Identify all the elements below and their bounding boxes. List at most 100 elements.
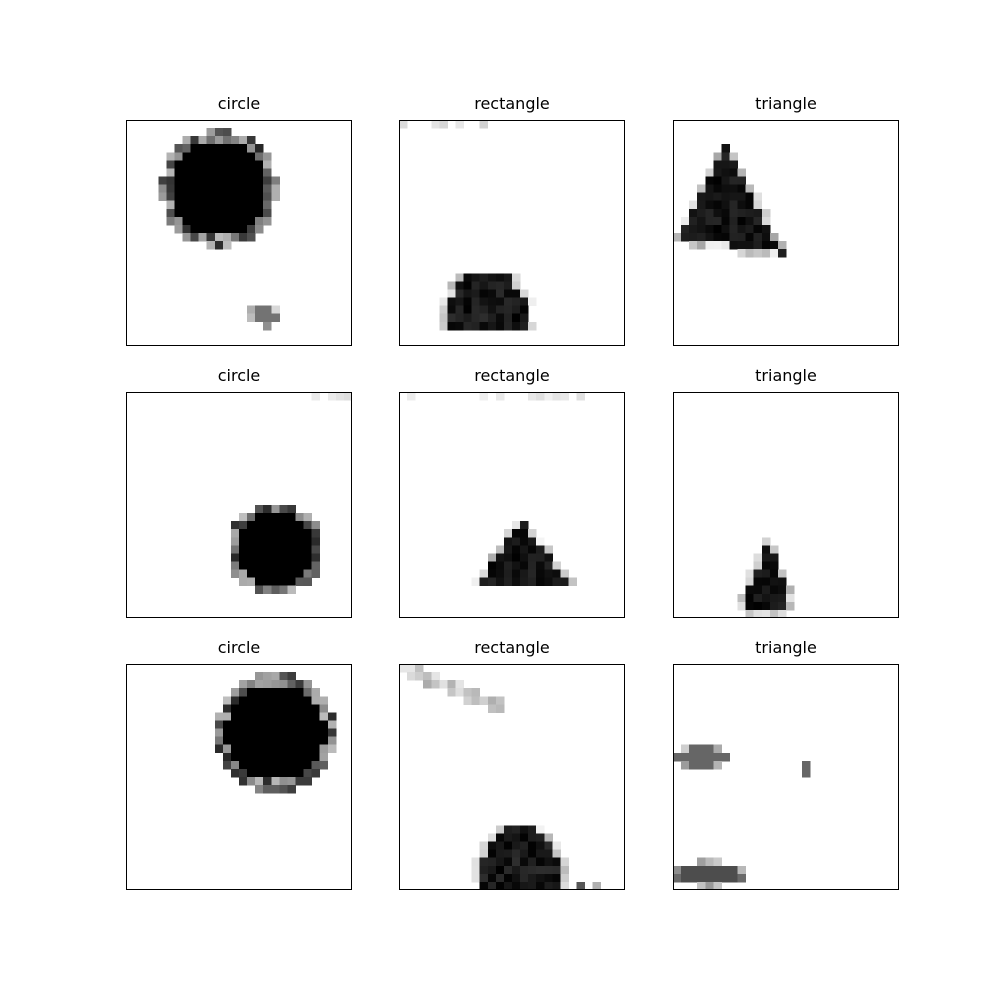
image-pixel xyxy=(512,833,521,842)
image-pixel xyxy=(753,249,763,258)
image-pixel xyxy=(271,577,280,587)
image-pixel xyxy=(544,849,553,859)
image-pixel xyxy=(198,208,208,218)
image-pixel xyxy=(777,609,787,618)
image-pixel xyxy=(230,712,240,721)
image-pixel xyxy=(247,577,256,587)
image-pixel xyxy=(287,529,296,538)
image-pixel xyxy=(230,529,240,538)
image-pixel xyxy=(729,176,738,185)
image-pixel xyxy=(528,297,537,307)
image-pixel xyxy=(439,680,448,689)
image-pixel xyxy=(311,768,321,778)
image-pixel xyxy=(431,672,440,681)
image-pixel xyxy=(697,760,706,770)
image-pixel xyxy=(287,672,296,681)
image-pixel xyxy=(407,672,416,681)
image-pixel xyxy=(713,233,722,242)
image-pixel xyxy=(753,192,763,202)
image-pixel xyxy=(295,521,304,530)
image-pixel xyxy=(263,728,272,738)
image-pixel xyxy=(295,577,304,587)
image-pixel xyxy=(303,553,313,562)
image-pixel xyxy=(319,744,329,754)
image-pixel xyxy=(503,529,513,538)
image-pixel xyxy=(479,841,489,851)
image-pixel xyxy=(182,184,191,194)
image-pixel xyxy=(786,601,795,611)
image-pixel xyxy=(689,208,698,218)
image-pixel xyxy=(745,569,755,579)
image-pixel xyxy=(263,313,272,323)
image-pixel xyxy=(206,152,216,161)
image-panel: circle xyxy=(126,638,352,890)
image-pixel xyxy=(295,752,304,762)
image-pixel xyxy=(279,752,288,762)
image-pixel xyxy=(439,120,448,129)
image-pixel xyxy=(255,561,264,570)
image-pixel xyxy=(182,224,191,234)
image-pixel xyxy=(255,720,264,729)
image-plot xyxy=(673,120,899,346)
image-pixel xyxy=(263,569,272,579)
image-pixel xyxy=(255,728,264,738)
image-pixel xyxy=(166,200,175,210)
image-pixel xyxy=(174,152,183,161)
image-pixel xyxy=(536,873,545,883)
image-pixel xyxy=(190,168,200,177)
image-pixel xyxy=(206,168,216,177)
image-pixel xyxy=(769,585,779,595)
image-pixel xyxy=(697,192,706,202)
image-pixel xyxy=(761,545,771,554)
image-pixel xyxy=(512,825,521,834)
image-pixel xyxy=(761,561,771,570)
image-pixel xyxy=(214,200,224,210)
image-pixel xyxy=(166,176,175,185)
image-pixel xyxy=(190,176,200,185)
image-pixel xyxy=(753,200,763,210)
image-pixel xyxy=(198,200,208,210)
image-pixel xyxy=(689,233,698,242)
image-pixel xyxy=(399,664,408,673)
image-pixel xyxy=(198,152,208,161)
image-pixel xyxy=(479,281,489,290)
image-pixel xyxy=(487,305,497,315)
image-pixel xyxy=(263,537,272,546)
image-pixel xyxy=(263,168,272,177)
image-pixel xyxy=(560,881,569,890)
image-pixel xyxy=(255,313,264,323)
image-pixel xyxy=(255,521,264,530)
image-pixel xyxy=(673,233,682,242)
image-pixel xyxy=(745,585,755,595)
image-pixel xyxy=(528,841,537,851)
image-pixel xyxy=(255,216,264,226)
image-pixel xyxy=(174,176,183,185)
image-pixel xyxy=(263,585,272,595)
image-pixel xyxy=(239,680,248,689)
image-pixel xyxy=(255,744,264,754)
image-pixel xyxy=(753,585,763,595)
panel-title: triangle xyxy=(755,366,817,385)
image-pixel xyxy=(721,216,730,226)
image-pixel xyxy=(737,184,747,194)
image-pixel xyxy=(576,881,586,890)
panel-title: circle xyxy=(217,94,261,113)
image-pixel xyxy=(761,609,771,618)
image-panel: triangle xyxy=(673,94,899,346)
image-pixel xyxy=(512,273,521,282)
image-pixel xyxy=(528,577,537,587)
image-pixel xyxy=(737,192,747,202)
image-pixel xyxy=(495,569,505,579)
image-pixel xyxy=(319,752,329,762)
image-pixel xyxy=(263,505,272,514)
image-pixel xyxy=(279,577,288,587)
image-pixel xyxy=(721,184,730,194)
image-pixel xyxy=(222,752,232,762)
image-panel: triangle xyxy=(673,366,899,618)
image-pixel xyxy=(503,873,513,883)
image-pixel xyxy=(287,712,296,721)
image-pixel xyxy=(495,865,505,875)
image-pixel xyxy=(713,152,722,161)
image-pixel xyxy=(495,313,505,323)
image-pixel xyxy=(214,136,224,145)
